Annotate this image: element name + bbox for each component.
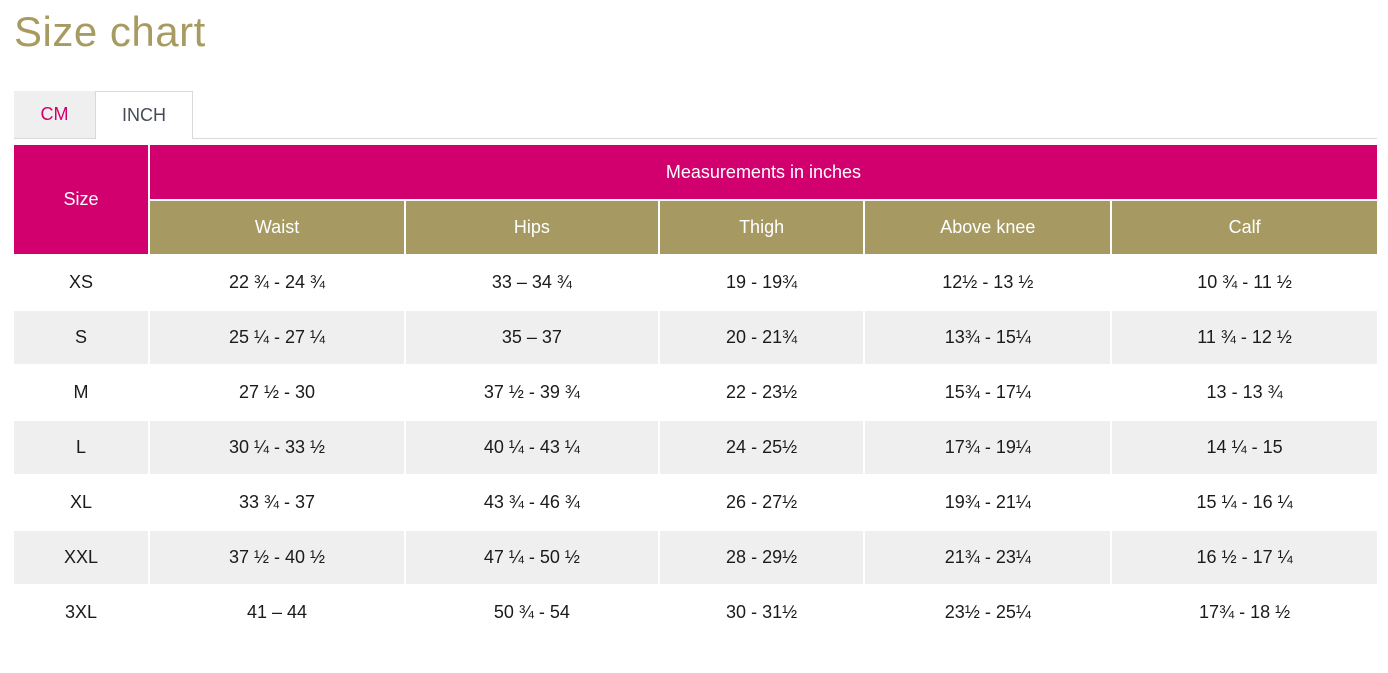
table-body: XS 22 ¾ - 24 ¾ 33 – 34 ¾ 19 - 19¾ 12½ - … — [14, 254, 1377, 641]
above-knee-cell: 23½ - 25¼ — [863, 584, 1113, 641]
size-cell: 3XL — [14, 584, 150, 641]
table-header: Size Measurements in inches Waist Hips T… — [14, 145, 1377, 256]
size-cell: M — [14, 364, 150, 421]
above-knee-cell: 19¾ - 21¼ — [863, 474, 1113, 531]
column-header-waist: Waist — [148, 199, 407, 256]
thigh-cell: 19 - 19¾ — [657, 254, 866, 311]
calf-cell: 14 ¼ - 15 — [1110, 419, 1377, 476]
waist-cell: 25 ¼ - 27 ¼ — [147, 309, 407, 366]
size-cell: S — [14, 309, 150, 366]
waist-cell: 37 ½ - 40 ½ — [147, 529, 407, 586]
size-chart-page: Size chart CM INCH Size Measurements in … — [14, 8, 1377, 641]
hips-cell: 35 – 37 — [404, 309, 660, 366]
calf-cell: 15 ¼ - 16 ¼ — [1110, 474, 1377, 531]
size-column-header: Size — [14, 145, 150, 256]
table-row-l: L 30 ¼ - 33 ½ 40 ¼ - 43 ¼ 24 - 25½ 17¾ -… — [14, 419, 1377, 476]
calf-cell: 13 - 13 ¾ — [1110, 364, 1377, 421]
thigh-cell: 24 - 25½ — [657, 419, 866, 476]
table-row-m: M 27 ½ - 30 37 ½ - 39 ¾ 22 - 23½ 15¾ - 1… — [14, 364, 1377, 421]
above-knee-cell: 13¾ - 15¼ — [863, 309, 1113, 366]
size-cell: L — [14, 419, 150, 476]
calf-cell: 16 ½ - 17 ¼ — [1110, 529, 1377, 586]
thigh-cell: 30 - 31½ — [657, 584, 866, 641]
thigh-cell: 26 - 27½ — [657, 474, 866, 531]
hips-cell: 50 ¾ - 54 — [404, 584, 660, 641]
calf-cell: 10 ¾ - 11 ½ — [1110, 254, 1377, 311]
calf-cell: 11 ¾ - 12 ½ — [1110, 309, 1377, 366]
table-row-3xl: 3XL 41 – 44 50 ¾ - 54 30 - 31½ 23½ - 25¼… — [14, 584, 1377, 641]
waist-cell: 33 ¾ - 37 — [147, 474, 407, 531]
above-knee-cell: 15¾ - 17¼ — [863, 364, 1113, 421]
thigh-cell: 22 - 23½ — [657, 364, 866, 421]
table-row-xl: XL 33 ¾ - 37 43 ¾ - 46 ¾ 26 - 27½ 19¾ - … — [14, 474, 1377, 531]
calf-cell: 17¾ - 18 ½ — [1110, 584, 1377, 641]
size-cell: XL — [14, 474, 150, 531]
tab-cm[interactable]: CM — [14, 91, 95, 138]
hips-cell: 37 ½ - 39 ¾ — [404, 364, 660, 421]
waist-cell: 22 ¾ - 24 ¾ — [147, 254, 407, 311]
above-knee-cell: 12½ - 13 ½ — [863, 254, 1113, 311]
hips-cell: 47 ¼ - 50 ½ — [404, 529, 660, 586]
column-header-row: Waist Hips Thigh Above knee Calf — [14, 199, 1377, 256]
column-header-thigh: Thigh — [657, 199, 866, 256]
thigh-cell: 28 - 29½ — [657, 529, 866, 586]
waist-cell: 30 ¼ - 33 ½ — [147, 419, 407, 476]
table-row-xs: XS 22 ¾ - 24 ¾ 33 – 34 ¾ 19 - 19¾ 12½ - … — [14, 254, 1377, 311]
column-header-calf: Calf — [1110, 199, 1377, 256]
measurements-group-header: Measurements in inches — [147, 145, 1377, 201]
waist-cell: 41 – 44 — [147, 584, 407, 641]
page-title: Size chart — [14, 8, 206, 55]
table-row-s: S 25 ¼ - 27 ¼ 35 – 37 20 - 21¾ 13¾ - 15¼… — [14, 309, 1377, 366]
above-knee-cell: 17¾ - 19¼ — [863, 419, 1113, 476]
above-knee-cell: 21¾ - 23¼ — [863, 529, 1113, 586]
hips-cell: 43 ¾ - 46 ¾ — [404, 474, 660, 531]
hips-cell: 40 ¼ - 43 ¼ — [404, 419, 660, 476]
waist-cell: 27 ½ - 30 — [147, 364, 407, 421]
unit-tabbar: CM INCH — [14, 91, 1377, 139]
table-row-xxl: XXL 37 ½ - 40 ½ 47 ¼ - 50 ½ 28 - 29½ 21¾… — [14, 529, 1377, 586]
thigh-cell: 20 - 21¾ — [657, 309, 866, 366]
column-header-above-knee: Above knee — [863, 199, 1113, 256]
column-header-hips: Hips — [404, 199, 660, 256]
group-header-row: Size Measurements in inches — [14, 145, 1377, 256]
tab-inch[interactable]: INCH — [95, 91, 193, 139]
hips-cell: 33 – 34 ¾ — [404, 254, 660, 311]
size-cell: XXL — [14, 529, 150, 586]
size-cell: XS — [14, 254, 150, 311]
size-chart-table: Size Measurements in inches Waist Hips T… — [14, 145, 1377, 641]
